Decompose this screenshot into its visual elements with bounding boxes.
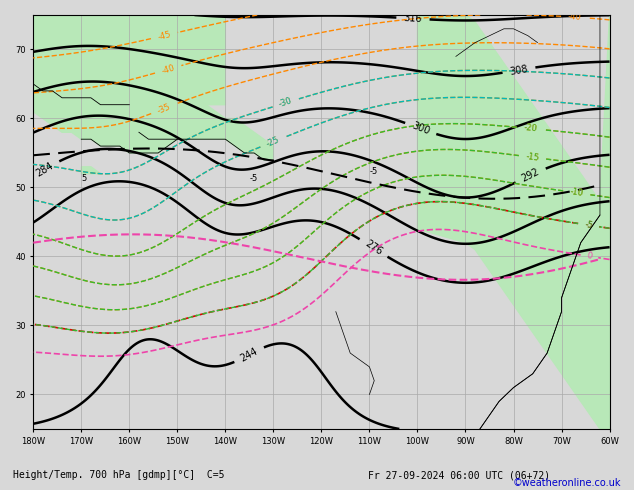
Text: -20: -20 — [524, 123, 538, 134]
Text: 244: 244 — [238, 346, 260, 364]
Text: -40: -40 — [568, 12, 582, 22]
Text: 276: 276 — [363, 239, 384, 257]
Text: -20: -20 — [524, 123, 538, 134]
Text: -30: -30 — [278, 97, 294, 109]
Text: -10: -10 — [569, 187, 584, 198]
Polygon shape — [33, 15, 225, 105]
Text: -45: -45 — [157, 29, 172, 42]
Text: -5: -5 — [370, 167, 378, 176]
Text: -15: -15 — [525, 152, 540, 163]
Text: -10: -10 — [569, 187, 584, 198]
Text: 284: 284 — [34, 160, 55, 178]
Text: ©weatheronline.co.uk: ©weatheronline.co.uk — [513, 478, 621, 488]
Text: 316: 316 — [403, 13, 422, 24]
Text: -5: -5 — [584, 220, 593, 230]
Text: 5: 5 — [81, 173, 86, 183]
Text: -25: -25 — [265, 135, 281, 148]
Text: -25: -25 — [265, 135, 281, 148]
Text: 0: 0 — [586, 251, 593, 261]
Text: -35: -35 — [156, 102, 172, 115]
Text: Height/Temp. 700 hPa [gdmp][°C]  C=5: Height/Temp. 700 hPa [gdmp][°C] C=5 — [13, 470, 224, 480]
Text: -30: -30 — [278, 97, 294, 109]
Text: Fr 27-09-2024 06:00 UTC (06+72): Fr 27-09-2024 06:00 UTC (06+72) — [368, 470, 550, 480]
Text: 292: 292 — [520, 167, 541, 184]
Text: -15: -15 — [525, 152, 540, 163]
Polygon shape — [417, 15, 609, 429]
Text: -5: -5 — [584, 220, 593, 230]
Polygon shape — [81, 167, 101, 173]
Polygon shape — [33, 77, 273, 160]
Text: 300: 300 — [410, 121, 431, 137]
Text: -40: -40 — [160, 63, 176, 75]
Text: -5: -5 — [249, 173, 257, 183]
Text: 308: 308 — [509, 64, 529, 76]
